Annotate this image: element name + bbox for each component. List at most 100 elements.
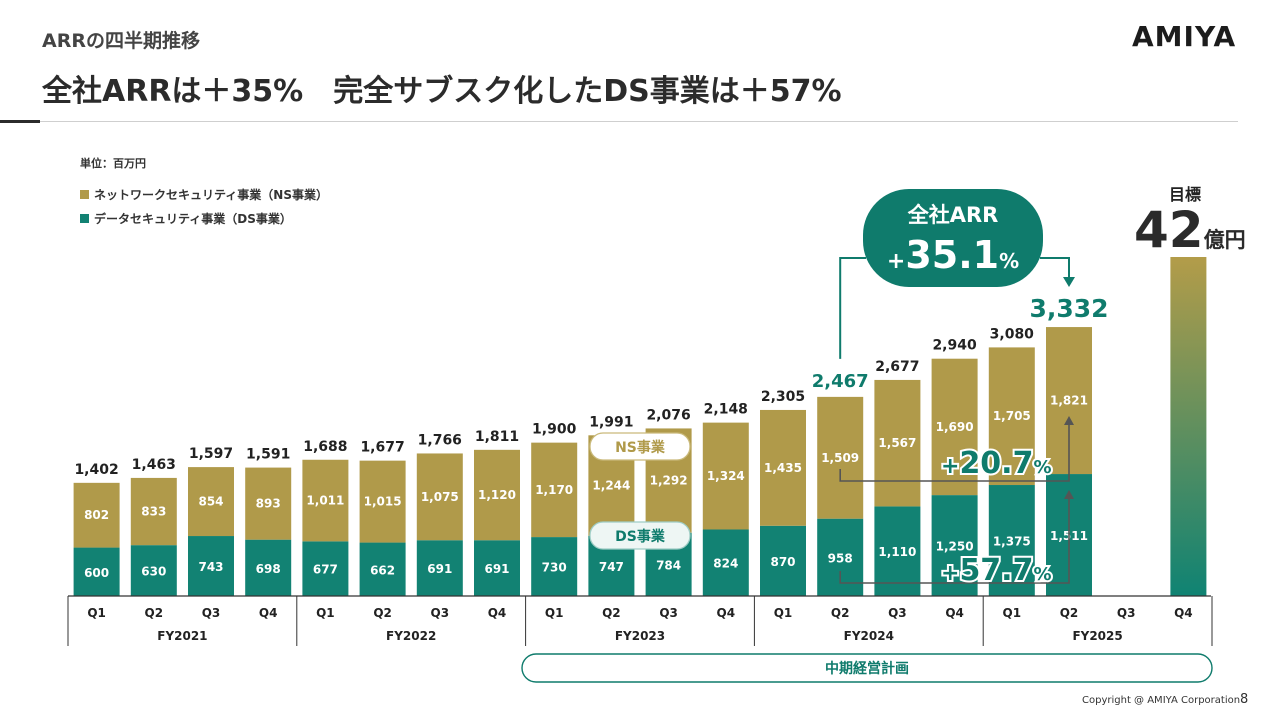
bar-ds-14 — [874, 506, 921, 596]
ds-growth-arrowhead — [1064, 490, 1074, 499]
bar-label-ds-3: 698 — [256, 562, 281, 576]
brand-logo: AMIYA — [1132, 20, 1237, 53]
x-tick-label-6: Q3 — [431, 606, 450, 620]
x-tick-label-18: Q3 — [1117, 606, 1136, 620]
ds-growth-label: +57.7% — [941, 553, 1052, 588]
total-label-15: 2,940 — [932, 338, 977, 354]
bar-label-ns-14: 1,567 — [878, 436, 916, 450]
x-tick-label-7: Q4 — [488, 606, 507, 620]
fy-label-2: FY2023 — [615, 629, 665, 643]
bar-ds-15 — [931, 495, 978, 596]
bar-ds-6 — [416, 540, 463, 596]
total-bracket-left — [839, 257, 866, 359]
x-tick-label-10: Q3 — [659, 606, 678, 620]
ns-growth-arrowhead — [1064, 416, 1074, 425]
page-title: 全社ARRは＋35% 完全サブスク化したDS事業は＋57% — [42, 74, 842, 109]
bar-ns-2 — [188, 467, 234, 537]
ds-growth-bracket — [839, 498, 1070, 584]
bar-ns-16 — [988, 347, 1035, 486]
bar-ds-11 — [702, 529, 749, 596]
bar-label-ds-4: 677 — [313, 563, 338, 577]
section-label: ARRの四半期推移 — [42, 30, 200, 52]
bar-label-ds-16: 1,375 — [993, 535, 1031, 549]
bar-ns-1 — [130, 477, 177, 546]
x-tick-label-13: Q2 — [831, 606, 850, 620]
total-label-1: 1,463 — [132, 457, 176, 473]
bar-label-ds-13: 958 — [828, 551, 853, 565]
total-label-14: 2,677 — [875, 359, 919, 375]
bar-label-ns-13: 1,509 — [821, 451, 859, 465]
bar-ns-3 — [245, 467, 292, 540]
bar-label-ns-9: 1,244 — [592, 479, 630, 493]
legend-label-ds: データセキュリティ事業（DS事業） — [94, 212, 292, 226]
bar-ns-13 — [817, 396, 864, 519]
unit-label: 単位：百万円 — [80, 157, 146, 170]
fy-label-1: FY2022 — [386, 629, 436, 643]
legend-item-ns: ネットワークセキュリティ事業（NS事業） — [80, 186, 328, 203]
total-label-0: 1,402 — [74, 462, 118, 478]
bar-label-ds-2: 743 — [198, 560, 223, 574]
x-tick-label-12: Q1 — [774, 606, 793, 620]
bar-ns-6 — [416, 453, 463, 541]
fy-label-0: FY2021 — [157, 629, 207, 643]
total-label-7: 1,811 — [475, 429, 519, 445]
bar-ds-12 — [760, 525, 806, 596]
bar-ds-7 — [474, 540, 520, 596]
x-tick-label-11: Q4 — [717, 606, 736, 620]
bar-label-ns-17: 1,821 — [1050, 394, 1088, 408]
ns-growth-bracket — [839, 424, 1070, 482]
bar-label-ns-6: 1,075 — [421, 490, 459, 504]
bar-label-ds-0: 600 — [84, 566, 109, 580]
bar-label-ds-6: 691 — [427, 562, 452, 576]
copyright-text: Copyright @ AMIYA Corporation — [1082, 695, 1241, 706]
x-tick-label-0: Q1 — [87, 606, 106, 620]
bar-label-ds-1: 630 — [141, 565, 166, 579]
bar-label-ds-5: 662 — [370, 563, 395, 577]
bar-ns-12 — [760, 409, 806, 526]
bar-label-ds-9: 747 — [599, 560, 624, 574]
bar-ds-2 — [188, 536, 234, 596]
x-axis: Q1 Q2 Q3 Q4 Q1 Q2 Q3 Q4 Q1 Q2 Q3 Q4 Q1 Q2 Q3 Q4 Q1 Q2 Q3 Q4… — [67, 595, 1213, 683]
bar-ds-1 — [130, 545, 177, 596]
bar-label-ns-1: 833 — [141, 505, 166, 519]
bar-ns-5 — [359, 460, 406, 543]
bar-ns-8 — [531, 442, 578, 538]
bar-label-ds-10: 784 — [656, 558, 681, 572]
x-tick-label-19: Q4 — [1174, 606, 1193, 620]
bar-label-ns-2: 854 — [198, 495, 223, 509]
bar-label-ds-12: 870 — [770, 555, 795, 569]
x-tick-label-8: Q1 — [545, 606, 564, 620]
annotations-layer: NS事業 DS事業 全社ARR +35.1% +20.7% +57.7% — [589, 189, 1075, 590]
legend-swatch-ns — [80, 190, 89, 199]
bar-label-ds-15: 1,250 — [936, 540, 974, 554]
bar-label-ns-15: 1,690 — [936, 420, 974, 434]
title-divider — [40, 121, 1238, 122]
total-label-17: 3,332 — [1029, 294, 1108, 323]
bar-label-ds-7: 691 — [484, 562, 509, 576]
total-label-13: 2,467 — [812, 371, 869, 392]
total-label-16: 3,080 — [990, 326, 1035, 342]
legend-item-ds: データセキュリティ事業（DS事業） — [80, 210, 292, 227]
bar-label-ns-8: 1,170 — [535, 483, 573, 497]
title-divider-accent — [0, 120, 40, 123]
bar-ns-0 — [73, 482, 120, 548]
bar-label-ns-11: 1,324 — [707, 469, 745, 483]
bar-label-ns-3: 893 — [256, 497, 281, 511]
total-label-6: 1,766 — [418, 432, 462, 448]
bar-label-ns-0: 802 — [84, 508, 109, 522]
plan-label: 中期経営計画 — [825, 660, 909, 677]
total-label-11: 2,148 — [704, 402, 748, 418]
total-arr-bubble — [863, 189, 1043, 287]
x-tick-label-1: Q2 — [145, 606, 164, 620]
total-label-2: 1,597 — [189, 446, 233, 462]
target-label: 42億円 — [1134, 201, 1246, 259]
bar-label-ds-8: 730 — [542, 561, 567, 575]
total-arr-title: 全社ARR — [907, 203, 999, 227]
ns-tag-box — [589, 432, 691, 461]
bar-label-ds-11: 824 — [713, 557, 738, 571]
page-number: 8 — [1240, 692, 1249, 707]
bar-label-ns-10: 1,292 — [650, 474, 688, 488]
bar-ds-3 — [245, 539, 292, 596]
